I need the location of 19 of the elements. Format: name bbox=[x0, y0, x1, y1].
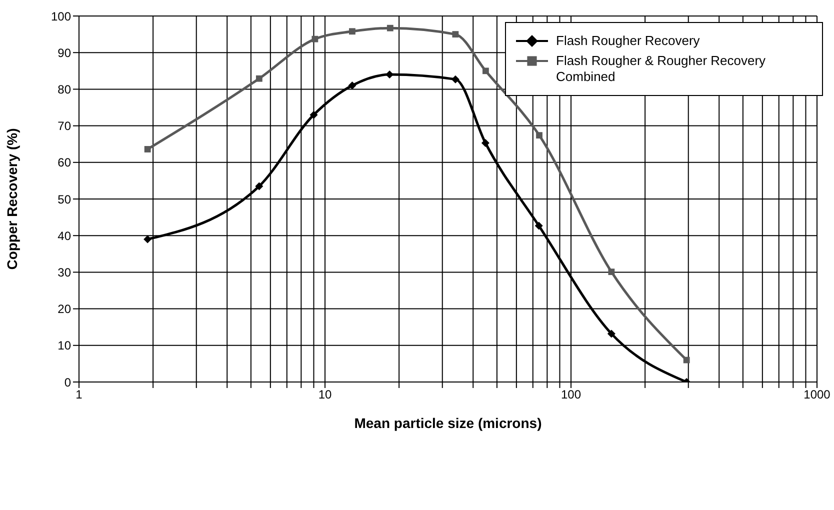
y-tick-label: 70 bbox=[58, 119, 72, 134]
y-tick-label: 60 bbox=[58, 156, 72, 170]
legend-label: Flash Rougher Recovery bbox=[556, 33, 700, 49]
legend-label: Flash Rougher & Rougher Recovery Combined bbox=[556, 53, 767, 85]
y-tick-label: 90 bbox=[58, 46, 72, 60]
y-tick-label: 80 bbox=[58, 82, 72, 96]
y-axis-title: Copper Recovery (%) bbox=[4, 128, 20, 270]
y-tick-label: 20 bbox=[58, 302, 72, 316]
y-tick-label: 50 bbox=[58, 192, 72, 206]
x-tick-label: 10 bbox=[318, 388, 332, 402]
x-tick-label: 100 bbox=[560, 388, 582, 402]
y-tick-label: 0 bbox=[64, 375, 72, 390]
y-tick-label: 30 bbox=[58, 265, 72, 280]
y-tick-label: 100 bbox=[50, 9, 72, 24]
x-tick-label: 1 bbox=[76, 388, 83, 402]
x-tick-label: 1000 bbox=[804, 388, 831, 402]
y-tick-label: 40 bbox=[58, 228, 72, 243]
x-axis-title: Mean particle size (microns) bbox=[354, 415, 542, 431]
y-tick-label: 10 bbox=[58, 338, 72, 353]
